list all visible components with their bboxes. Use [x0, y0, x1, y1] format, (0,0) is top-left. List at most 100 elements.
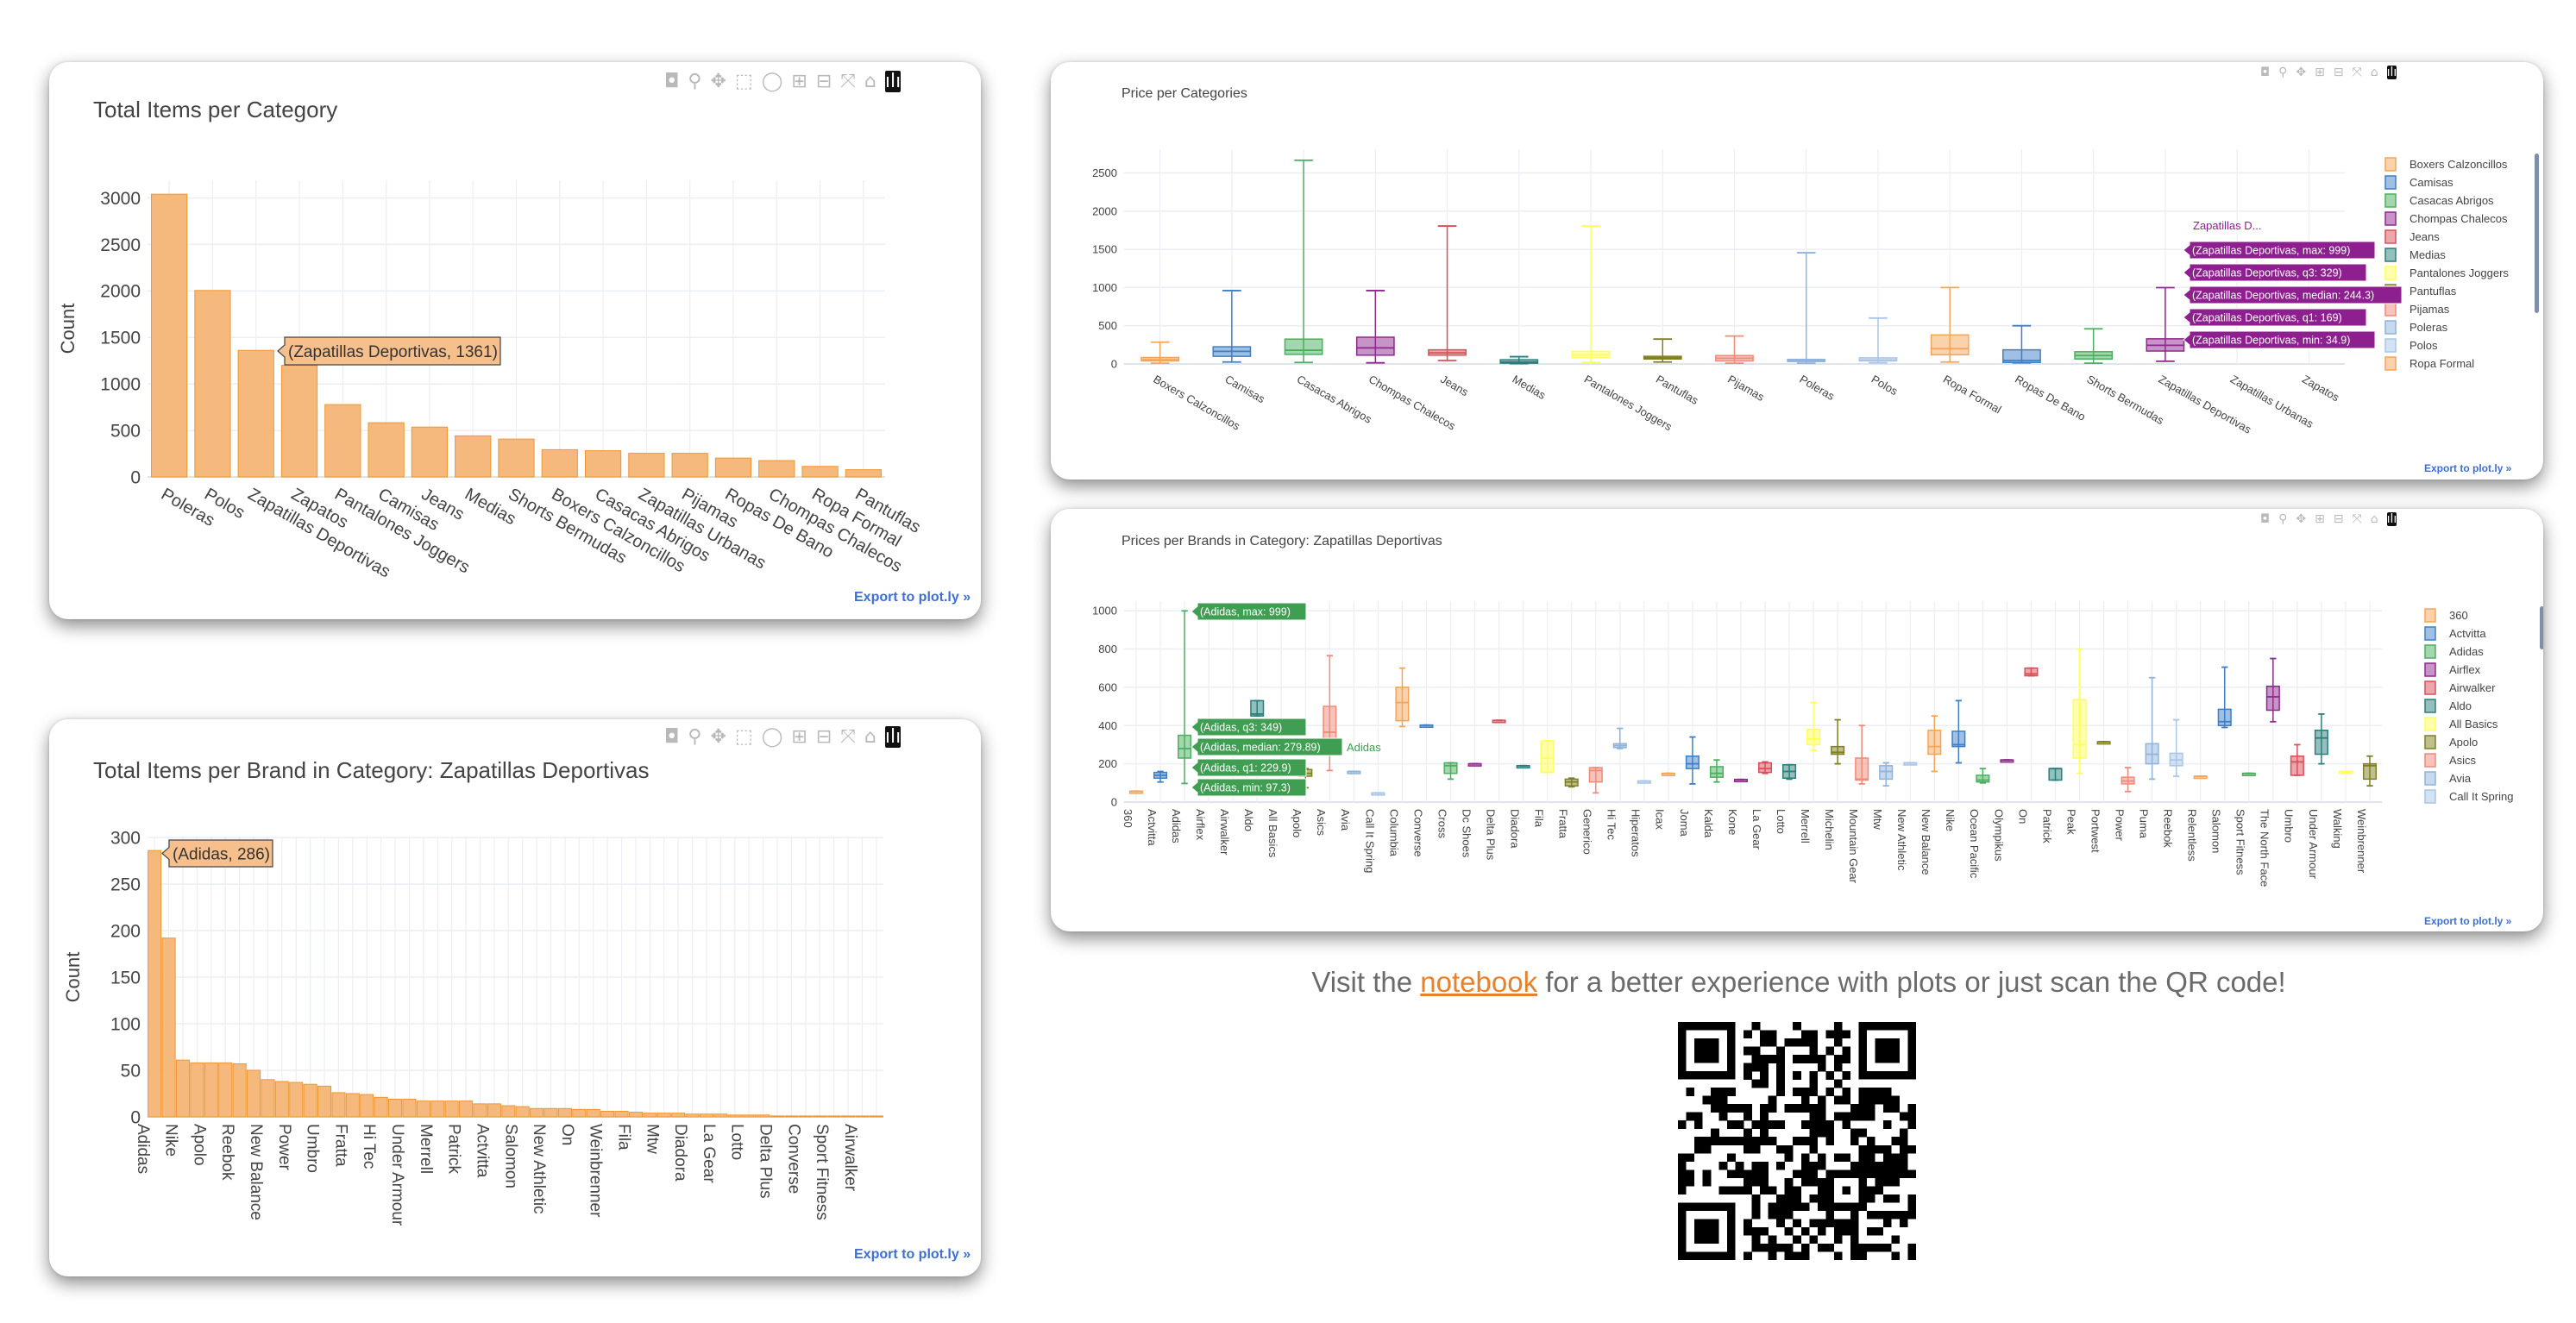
box-plot[interactable] — [2290, 743, 2304, 776]
legend-item[interactable]: Poleras — [2384, 320, 2448, 335]
box-plot[interactable] — [1516, 764, 1530, 769]
bar[interactable] — [643, 1113, 657, 1118]
box-plot[interactable] — [1715, 335, 1754, 365]
box-plot[interactable] — [1643, 338, 1682, 363]
legend-item[interactable]: Actvitta — [2424, 626, 2486, 641]
box-plot[interactable] — [1976, 768, 1990, 784]
box-plot[interactable] — [1637, 780, 1651, 784]
bar[interactable] — [501, 1105, 516, 1118]
box-plot[interactable] — [1927, 715, 1942, 773]
bar[interactable] — [303, 1083, 317, 1118]
bar[interactable] — [584, 450, 622, 478]
bar[interactable] — [671, 1113, 686, 1118]
box-plot[interactable] — [1930, 286, 1970, 363]
zoom-icon[interactable]: ⚲ — [688, 71, 702, 92]
box-plot[interactable] — [1831, 718, 1845, 765]
box-plot[interactable] — [1371, 792, 1385, 796]
bar[interactable] — [388, 1098, 403, 1118]
box-plot[interactable] — [2074, 328, 2114, 365]
box-plot[interactable] — [1787, 252, 1826, 365]
bar[interactable] — [572, 1108, 587, 1118]
box-plot[interactable] — [2314, 713, 2328, 765]
box-plot[interactable] — [1564, 777, 1579, 788]
bar[interactable] — [541, 448, 578, 478]
zoom-out-icon[interactable]: ⊟ — [2333, 66, 2344, 79]
box-plot[interactable] — [1571, 225, 1611, 364]
bar[interactable] — [543, 1107, 558, 1118]
bar[interactable] — [360, 1094, 374, 1118]
bar[interactable] — [826, 1115, 841, 1118]
bar[interactable] — [161, 937, 176, 1118]
bar[interactable] — [840, 1115, 856, 1118]
camera-icon[interactable]: ◘ — [2260, 66, 2271, 79]
box-plot[interactable] — [1467, 762, 1482, 767]
bar[interactable] — [317, 1085, 332, 1118]
bar[interactable] — [713, 1113, 728, 1118]
box-plot[interactable] — [1428, 225, 1467, 361]
autoscale-icon[interactable]: ⤧ — [2352, 512, 2362, 526]
bar[interactable] — [430, 1100, 445, 1118]
bar[interactable] — [714, 457, 752, 478]
bar[interactable] — [742, 1114, 757, 1118]
box-plot[interactable] — [1499, 355, 1539, 365]
zoom-in-icon[interactable]: ⊞ — [2315, 512, 2325, 526]
legend-item[interactable]: Boxers Calzoncillos — [2384, 157, 2508, 172]
box-plot[interactable] — [1685, 736, 1700, 785]
bar[interactable] — [671, 453, 708, 478]
legend-item[interactable]: Pantalones Joggers — [2384, 266, 2509, 280]
bar[interactable] — [416, 1100, 430, 1118]
box-plot[interactable] — [1951, 699, 1966, 764]
bar[interactable] — [869, 1115, 883, 1118]
bar[interactable] — [727, 1114, 742, 1118]
legend-scrollbar[interactable] — [2540, 606, 2543, 649]
bar[interactable] — [487, 1103, 501, 1118]
box-plot[interactable] — [2265, 657, 2280, 723]
box-plot[interactable] — [1395, 667, 1410, 728]
export-to-plotly-link[interactable]: Export to plot.ly » — [854, 590, 971, 605]
bar[interactable] — [151, 193, 188, 478]
zoom-in-icon[interactable]: ⊞ — [791, 726, 807, 748]
select-icon[interactable]: ⬚ — [734, 71, 753, 92]
legend-item[interactable]: Airwalker — [2424, 680, 2496, 695]
export-to-plotly-link[interactable]: Export to plot.ly » — [2424, 462, 2512, 474]
legend-item[interactable]: Camisas — [2384, 175, 2453, 190]
bar[interactable] — [784, 1115, 799, 1118]
bar[interactable] — [758, 460, 795, 478]
legend-item[interactable]: Ropa Formal — [2384, 356, 2474, 371]
box-plot[interactable] — [1879, 762, 1894, 787]
box-plot[interactable] — [1140, 341, 1180, 365]
bar[interactable] — [798, 1115, 813, 1118]
bar[interactable] — [614, 1111, 629, 1118]
bar[interactable] — [557, 1107, 572, 1118]
home-icon[interactable]: ⌂ — [864, 726, 876, 748]
bar[interactable] — [331, 1092, 346, 1118]
bar[interactable] — [148, 850, 162, 1118]
box-plot[interactable] — [2338, 770, 2353, 774]
legend-item[interactable]: Call It Spring — [2424, 789, 2513, 804]
bar[interactable] — [280, 365, 318, 478]
export-to-plotly-link[interactable]: Export to plot.ly » — [854, 1247, 971, 1262]
box-plot[interactable] — [1661, 772, 1675, 776]
legend-item[interactable]: All Basics — [2424, 717, 2498, 731]
box-plot[interactable] — [1855, 724, 1869, 785]
bar[interactable] — [770, 1115, 785, 1118]
box-plot[interactable] — [1612, 727, 1627, 749]
lasso-icon[interactable]: ◯ — [761, 71, 783, 92]
autoscale-icon[interactable]: ⤧ — [2352, 66, 2362, 79]
box-plot[interactable] — [1419, 724, 1434, 729]
home-icon[interactable]: ⌂ — [2370, 66, 2378, 79]
bar[interactable] — [685, 1113, 700, 1118]
box-plot[interactable] — [2002, 324, 2041, 364]
box-plot[interactable] — [1443, 762, 1458, 781]
bar[interactable] — [515, 1106, 530, 1118]
bar[interactable] — [261, 1079, 275, 1118]
zoom-in-icon[interactable]: ⊞ — [2315, 66, 2325, 79]
legend-item[interactable]: Airflex — [2424, 662, 2481, 677]
bar[interactable] — [204, 1062, 218, 1118]
logo-icon[interactable]: ılı — [884, 71, 902, 92]
zoom-icon[interactable]: ⚲ — [2278, 512, 2288, 526]
notebook-link[interactable]: notebook — [1420, 966, 1538, 998]
logo-icon[interactable]: ılı — [2386, 512, 2397, 526]
pan-icon[interactable]: ✥ — [710, 71, 726, 92]
box-plot[interactable] — [2145, 676, 2159, 781]
